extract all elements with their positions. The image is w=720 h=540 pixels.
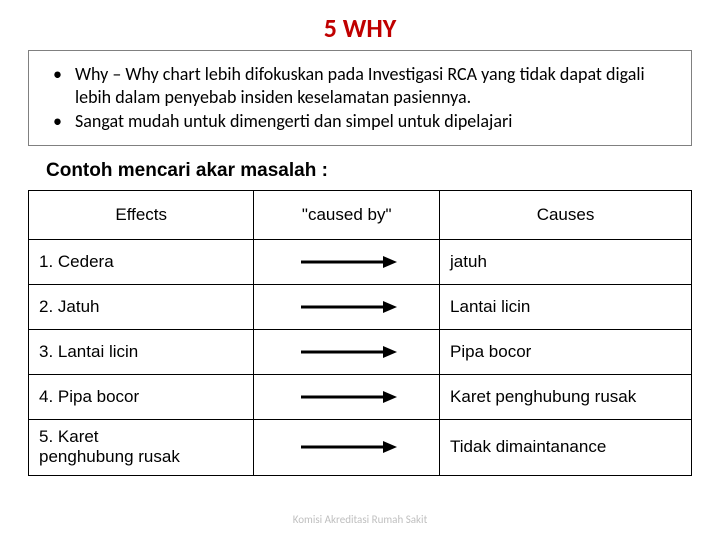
cell-arrow xyxy=(254,374,440,419)
arrow-icon xyxy=(297,440,397,454)
bullet-marker: • xyxy=(53,110,75,133)
header-causedby: "caused by" xyxy=(254,190,440,239)
cell-cause: Tidak dimaintanance xyxy=(440,419,692,475)
table-subtitle: Contoh mencari akar masalah : xyxy=(46,160,692,182)
footer-text: Komisi Akreditasi Rumah Sakit xyxy=(0,513,720,526)
bullet-marker: • xyxy=(53,63,75,108)
slide-title: 5 WHY xyxy=(28,12,692,44)
cell-effect: 1. Cedera xyxy=(29,239,254,284)
cell-effect: 3. Lantai licin xyxy=(29,329,254,374)
table-row: 3. Lantai licin Pipa bocor xyxy=(29,329,692,374)
description-box: • Why – Why chart lebih difokuskan pada … xyxy=(28,50,692,146)
bullet-text: Sangat mudah untuk dimengerti dan simpel… xyxy=(75,110,679,133)
arrow-icon xyxy=(297,390,397,404)
bullet-text: Why – Why chart lebih difokuskan pada In… xyxy=(75,63,679,108)
bullet-item: • Why – Why chart lebih difokuskan pada … xyxy=(53,63,679,108)
cell-effect: 5. Karetpenghubung rusak xyxy=(29,419,254,475)
header-effects: Effects xyxy=(29,190,254,239)
why-table: Effects "caused by" Causes 1. Cedera jat… xyxy=(28,190,692,476)
cell-cause: jatuh xyxy=(440,239,692,284)
cell-arrow xyxy=(254,329,440,374)
cell-cause: Pipa bocor xyxy=(440,329,692,374)
cell-cause: Karet penghubung rusak xyxy=(440,374,692,419)
cell-arrow xyxy=(254,419,440,475)
cell-effect-text: 5. Karetpenghubung rusak xyxy=(39,427,180,466)
header-causes: Causes xyxy=(440,190,692,239)
arrow-icon xyxy=(297,255,397,269)
cell-cause: Lantai licin xyxy=(440,284,692,329)
cell-effect: 4. Pipa bocor xyxy=(29,374,254,419)
arrow-icon xyxy=(297,345,397,359)
cell-arrow xyxy=(254,284,440,329)
slide: 5 WHY • Why – Why chart lebih difokuskan… xyxy=(0,0,720,540)
bullet-item: • Sangat mudah untuk dimengerti dan simp… xyxy=(53,110,679,133)
table-header-row: Effects "caused by" Causes xyxy=(29,190,692,239)
cell-arrow xyxy=(254,239,440,284)
table-row: 2. Jatuh Lantai licin xyxy=(29,284,692,329)
table-row: 5. Karetpenghubung rusak Tidak dimaintan… xyxy=(29,419,692,475)
arrow-icon xyxy=(297,300,397,314)
cell-effect: 2. Jatuh xyxy=(29,284,254,329)
table-row: 4. Pipa bocor Karet penghubung rusak xyxy=(29,374,692,419)
table-row: 1. Cedera jatuh xyxy=(29,239,692,284)
